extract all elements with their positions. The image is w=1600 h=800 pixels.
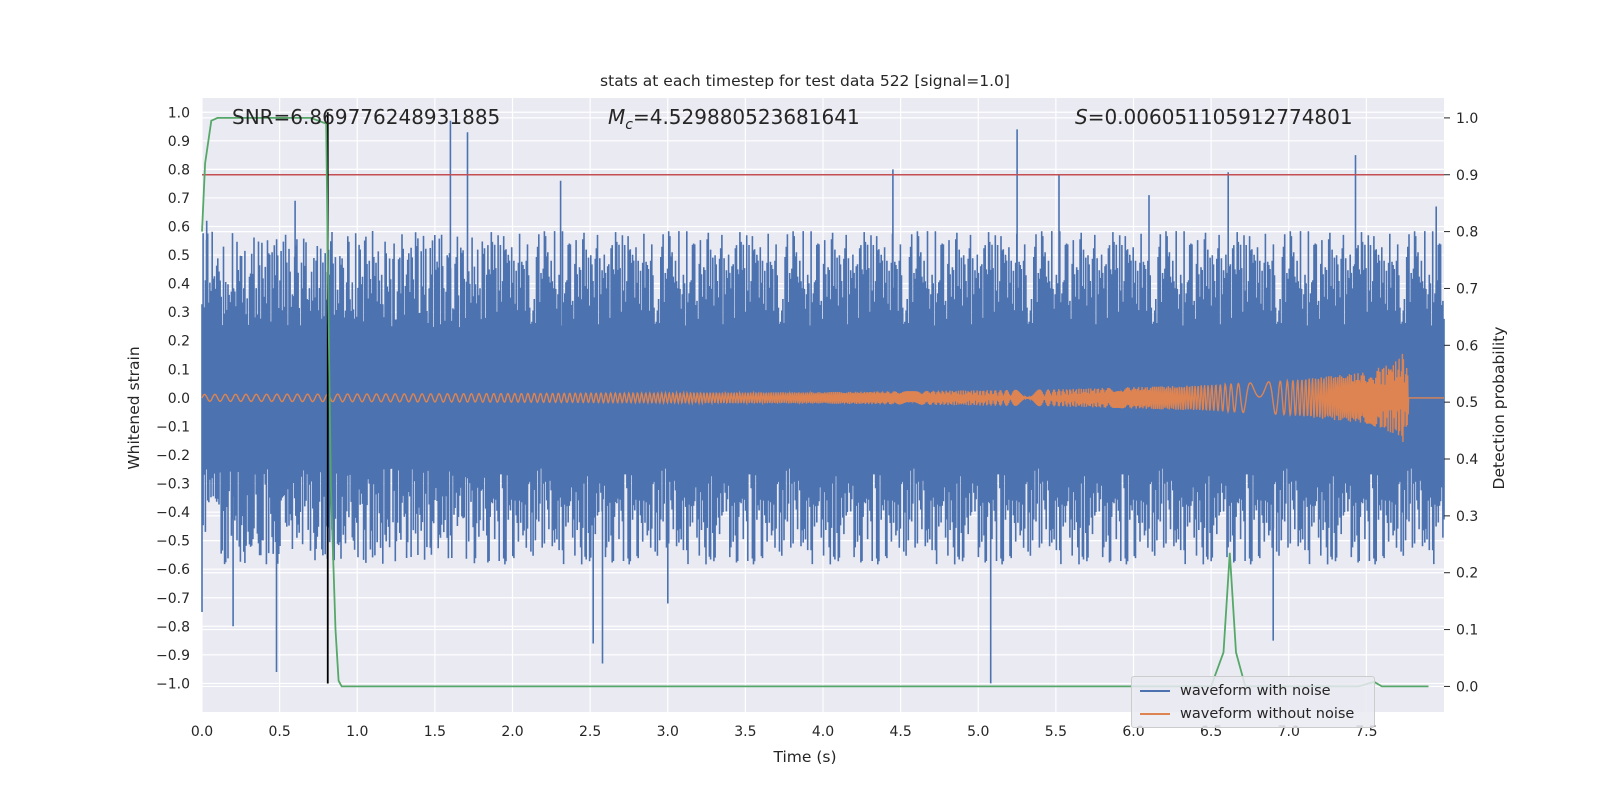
x-tick-label: 4.5 — [889, 724, 911, 740]
y-tick-label-left: 0.5 — [168, 248, 190, 264]
axis-ticks: 0.0 0.5 1.0 1.5 2.0 2.5 3.0 3.5 4.0 4.5 5.0 5.5 6.0 6… — [156, 105, 1478, 740]
y-tick-label-left: 0.0 — [168, 391, 190, 407]
mc-subscript: c — [625, 117, 633, 133]
y-tick-label-left: −1.0 — [156, 676, 190, 692]
x-tick-label: 1.0 — [346, 724, 368, 740]
y-tick-label-right: 0.8 — [1456, 225, 1478, 241]
y-tick-label-right: 1.0 — [1456, 111, 1478, 127]
series-waveform-without-noise — [201, 353, 1444, 443]
y-tick-label-right: 0.6 — [1456, 338, 1478, 354]
y-tick-label-left: −0.6 — [156, 562, 190, 578]
mc-value: =4.529880523681641 — [633, 105, 860, 129]
y-tick-label-left: 0.3 — [168, 305, 190, 321]
y-tick-label-right: 0.1 — [1456, 623, 1478, 639]
y-tick-label-right: 0.7 — [1456, 281, 1478, 297]
x-tick-label: 0.0 — [191, 724, 213, 740]
y-tick-label-left: 0.7 — [168, 191, 190, 207]
x-tick-label: 0.5 — [268, 724, 290, 740]
y-tick-label-left: 0.9 — [168, 134, 190, 150]
y-axis-label-right: Detection probability — [1490, 327, 1508, 490]
x-tick-label: 5.0 — [967, 724, 989, 740]
s-symbol: S — [1075, 105, 1088, 129]
x-tick-label: 6.5 — [1200, 724, 1222, 740]
legend: waveform with noise waveform without noi… — [1131, 676, 1375, 728]
x-tick-label: 3.0 — [657, 724, 679, 740]
y-tick-label-left: −0.5 — [156, 534, 190, 550]
s-annotation: S=0.006051105912774801 — [1075, 105, 1353, 129]
y-tick-label-right: 0.0 — [1456, 679, 1478, 695]
chart-title: stats at each timestep for test data 522… — [600, 72, 1010, 90]
legend-item-clean: waveform without noise — [1132, 703, 1354, 725]
y-tick-label-left: −0.4 — [156, 505, 190, 521]
legend-label-noise: waveform with noise — [1180, 683, 1331, 699]
x-tick-label: 5.5 — [1045, 724, 1067, 740]
y-axis-label-left: Whitened strain — [125, 346, 143, 469]
legend-swatch-noise — [1140, 690, 1170, 692]
y-tick-label-left: 1.0 — [168, 105, 190, 121]
clean-trace — [201, 353, 1444, 443]
mc-annotation: Mc=4.529880523681641 — [608, 105, 860, 133]
x-tick-label: 1.5 — [424, 724, 446, 740]
y-tick-label-left: −0.8 — [156, 619, 190, 635]
y-tick-label-left: 0.2 — [168, 334, 190, 350]
legend-label-clean: waveform without noise — [1180, 706, 1355, 722]
x-tick-label: 6.0 — [1122, 724, 1144, 740]
y-tick-label-left: −0.1 — [156, 419, 190, 435]
y-tick-label-right: 0.3 — [1456, 509, 1478, 525]
x-tick-label: 7.0 — [1278, 724, 1300, 740]
y-tick-label-right: 0.4 — [1456, 452, 1478, 468]
legend-swatch-clean — [1140, 713, 1170, 715]
x-axis-label: Time (s) — [772, 748, 836, 766]
y-tick-label-left: 0.4 — [168, 277, 190, 293]
y-tick-label-left: 0.6 — [168, 220, 190, 236]
legend-item-noise: waveform with noise — [1132, 680, 1331, 702]
x-tick-label: 2.5 — [579, 724, 601, 740]
y-tick-label-right: 0.9 — [1456, 168, 1478, 184]
x-tick-label: 3.5 — [734, 724, 756, 740]
mc-symbol: M — [608, 105, 625, 129]
y-tick-label-left: −0.9 — [156, 648, 190, 664]
y-tick-label-left: −0.7 — [156, 591, 190, 607]
s-value: =0.006051105912774801 — [1088, 105, 1353, 129]
y-tick-label-left: −0.3 — [156, 477, 190, 493]
y-tick-label-left: 0.1 — [168, 362, 190, 378]
y-tick-label-right: 0.5 — [1456, 395, 1478, 411]
y-tick-label-left: 0.8 — [168, 162, 190, 178]
snr-annotation: SNR=6.869776248931885 — [232, 105, 500, 129]
x-tick-label: 7.5 — [1355, 724, 1377, 740]
y-tick-label-right: 0.2 — [1456, 566, 1478, 582]
x-tick-label: 2.0 — [501, 724, 523, 740]
x-tick-label: 4.0 — [812, 724, 834, 740]
y-tick-label-left: −0.2 — [156, 448, 190, 464]
